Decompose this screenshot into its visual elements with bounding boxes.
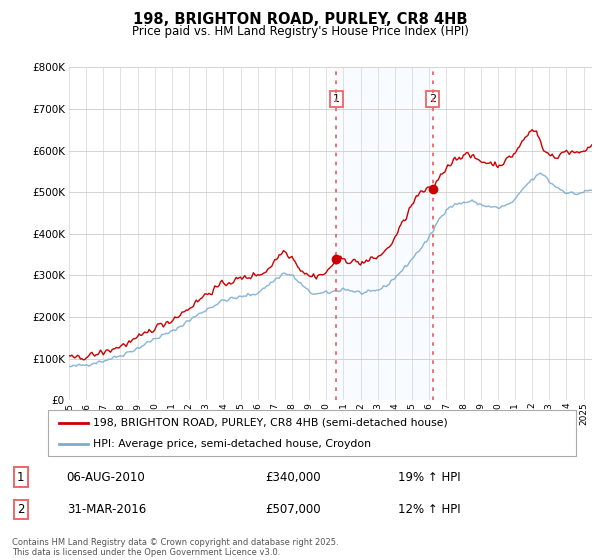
Text: £340,000: £340,000 bbox=[265, 470, 321, 484]
Text: Contains HM Land Registry data © Crown copyright and database right 2025.
This d: Contains HM Land Registry data © Crown c… bbox=[12, 538, 338, 557]
Text: 19% ↑ HPI: 19% ↑ HPI bbox=[398, 470, 461, 484]
Text: 06-AUG-2010: 06-AUG-2010 bbox=[67, 470, 145, 484]
Text: 198, BRIGHTON ROAD, PURLEY, CR8 4HB (semi-detached house): 198, BRIGHTON ROAD, PURLEY, CR8 4HB (sem… bbox=[93, 418, 448, 428]
Text: 31-MAR-2016: 31-MAR-2016 bbox=[67, 503, 146, 516]
Text: Price paid vs. HM Land Registry's House Price Index (HPI): Price paid vs. HM Land Registry's House … bbox=[131, 25, 469, 38]
Text: 198, BRIGHTON ROAD, PURLEY, CR8 4HB: 198, BRIGHTON ROAD, PURLEY, CR8 4HB bbox=[133, 12, 467, 27]
Text: 2: 2 bbox=[17, 503, 25, 516]
Text: £507,000: £507,000 bbox=[265, 503, 321, 516]
Bar bbox=[336, 67, 433, 400]
Text: 1: 1 bbox=[333, 94, 340, 104]
Text: 2: 2 bbox=[429, 94, 436, 104]
Text: HPI: Average price, semi-detached house, Croydon: HPI: Average price, semi-detached house,… bbox=[93, 439, 371, 449]
Text: 1: 1 bbox=[17, 470, 25, 484]
Text: 12% ↑ HPI: 12% ↑ HPI bbox=[398, 503, 461, 516]
FancyBboxPatch shape bbox=[48, 410, 576, 456]
